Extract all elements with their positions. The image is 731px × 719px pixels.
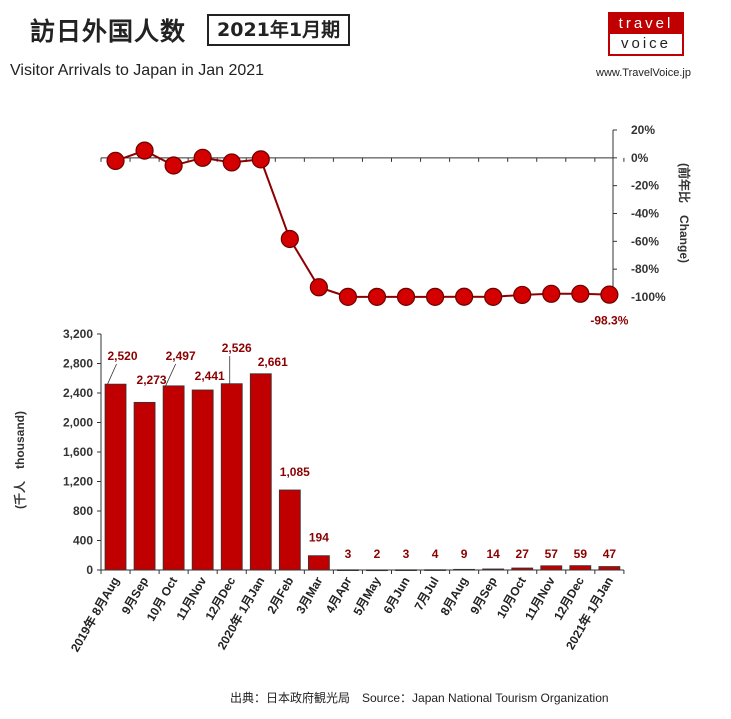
bar-data-label: 2,273: [137, 373, 167, 387]
bar-data-label: 47: [603, 547, 617, 561]
bar-data-label: 3: [345, 547, 352, 561]
line-marker: [106, 151, 125, 170]
line-y-tick-label: -20%: [631, 179, 659, 193]
bar-y-tick-label: 800: [73, 504, 93, 518]
bar-data-label: 2,661: [258, 355, 288, 369]
line-annotation: -98.3%: [590, 314, 628, 328]
bar: [307, 555, 330, 571]
bar-data-label: 14: [486, 547, 500, 561]
bar-category-label: 6月Jun: [380, 575, 412, 617]
line-marker: [251, 150, 270, 169]
source-note: 出典：日本政府観光局 Source：Japan National Tourism…: [230, 691, 609, 705]
bar: [162, 385, 185, 571]
line-marker: [600, 285, 619, 304]
bar: [191, 389, 214, 571]
bar-category-label: 8月Aug: [438, 575, 471, 618]
bar: [133, 401, 156, 571]
line-y-tick-label: -40%: [631, 207, 659, 221]
bar-data-label: 4: [432, 547, 439, 561]
bar-data-label: 2,526: [222, 341, 252, 355]
line-y-axis-title: (前年比 Change): [677, 163, 692, 263]
bar: [249, 373, 272, 571]
bar-data-label: 9: [461, 547, 468, 561]
bar-y-tick-label: 3,200: [63, 327, 93, 341]
bar-data-label: 194: [309, 531, 329, 545]
bar-category-label: 5月May: [350, 574, 383, 618]
bar: [569, 565, 592, 571]
bar: [540, 565, 563, 571]
bar-data-label: 59: [574, 547, 588, 561]
line-marker: [135, 141, 154, 160]
line-series: [115, 149, 610, 298]
travelvoice-logo: travel voice: [608, 12, 684, 56]
line-y-tick-label: -60%: [631, 234, 659, 248]
bar: [278, 489, 301, 571]
page-title-jp: 訪日外国人数: [30, 17, 187, 46]
bar-y-axis-title: (千人 thousand): [12, 411, 27, 509]
bar-category-label: 3月Mar: [293, 574, 325, 616]
line-y-tick-label: -80%: [631, 262, 659, 276]
line-y-tick-label: 0%: [631, 151, 649, 165]
line-marker: [455, 287, 474, 306]
bar-category-label: 7月Jul: [412, 575, 442, 613]
bar-category-label: 2月Feb: [264, 575, 296, 617]
line-marker: [484, 287, 503, 306]
line-marker: [338, 287, 358, 306]
line-marker: [513, 285, 532, 305]
line-marker: [309, 278, 328, 297]
bar-data-label: 1,085: [280, 465, 310, 479]
logo-top-text: travel: [610, 14, 682, 34]
bar: [598, 566, 621, 571]
line-marker: [193, 148, 212, 167]
period-badge: 2021年1月期: [207, 14, 351, 46]
line-marker: [571, 284, 590, 303]
bar-y-tick-label: 400: [73, 534, 93, 548]
line-marker: [222, 153, 241, 172]
bar-category-label: 2019年 8月Aug: [67, 574, 122, 654]
bar-data-label: 2,497: [166, 349, 196, 363]
bar-data-label-leader: [107, 363, 117, 385]
bar-data-label: 57: [545, 547, 559, 561]
bar-y-tick-label: 1,200: [63, 475, 93, 489]
bar-category-label: 4月Apr: [323, 574, 355, 615]
line-marker: [164, 156, 183, 175]
bar: [104, 383, 127, 571]
line-marker: [280, 229, 299, 249]
bar-data-label-leader: [165, 363, 176, 387]
line-marker: [396, 287, 416, 306]
bar: [220, 383, 243, 571]
bar-y-tick-label: 2,000: [63, 416, 93, 430]
page-title-en: Visitor Arrivals to Japan in Jan 2021: [10, 62, 265, 79]
bar-data-label: 2: [374, 547, 381, 561]
bar-data-label: 3: [403, 547, 410, 561]
bar-y-tick-label: 2,800: [63, 357, 93, 371]
bar-y-tick-label: 0: [86, 563, 93, 577]
bar-data-label: 2,441: [195, 369, 225, 383]
bar-y-tick-label: 1,600: [63, 445, 93, 459]
line-y-tick-label: -100%: [631, 290, 666, 304]
bar-y-tick-label: 2,400: [63, 386, 93, 400]
line-marker: [425, 287, 445, 306]
line-marker: [367, 287, 387, 306]
line-marker: [542, 284, 561, 303]
line-y-tick-label: 20%: [631, 123, 655, 137]
site-url: www.TravelVoice.jp: [596, 67, 691, 79]
bar-data-label: 27: [516, 547, 530, 561]
bar-data-label: 2,520: [108, 349, 138, 363]
logo-bottom-text: voice: [620, 35, 672, 52]
